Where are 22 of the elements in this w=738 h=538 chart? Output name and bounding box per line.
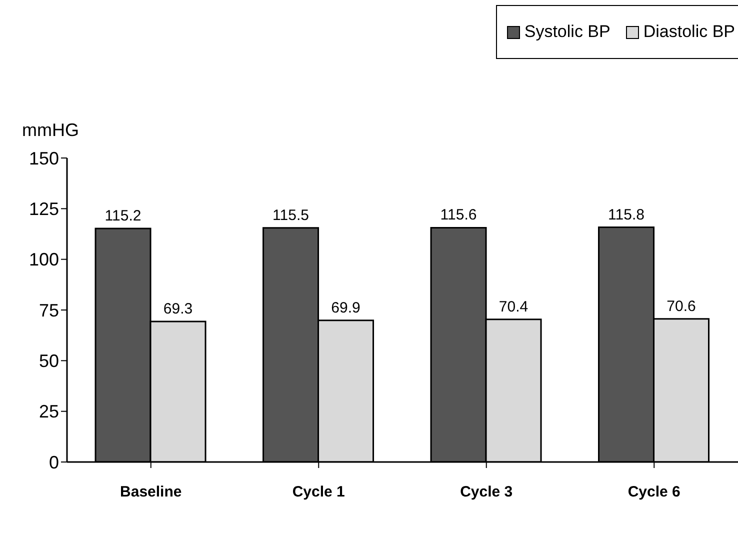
x-tick-label: Cycle 6 (628, 484, 680, 501)
data-label: 115.8 (608, 206, 644, 224)
y-axis-title: mmHG (22, 120, 79, 141)
y-tick-label: 25 (38, 402, 59, 422)
y-tick-label: 0 (48, 452, 59, 472)
y-tick-label: 150 (28, 148, 59, 168)
legend-label: Diastolic BP (642, 22, 735, 42)
data-label: 69.3 (163, 300, 193, 318)
legend-label: Systolic BP (523, 22, 610, 42)
x-tick-label: Cycle 3 (460, 484, 513, 501)
data-label: 115.6 (440, 206, 477, 224)
data-label: 70.6 (666, 298, 696, 315)
x-tick-label: Cycle 1 (292, 484, 345, 501)
x-tick-label: Baseline (120, 484, 182, 501)
y-tick-label: 100 (28, 250, 59, 270)
y-tick-label: 125 (28, 199, 59, 220)
y-tick-label: 75 (38, 300, 59, 320)
data-label: 115.2 (104, 208, 142, 225)
y-tick-label: 50 (38, 351, 59, 372)
data-label: 70.4 (498, 298, 528, 316)
data-label: 69.9 (331, 299, 360, 316)
data-label: 115.5 (272, 206, 309, 224)
